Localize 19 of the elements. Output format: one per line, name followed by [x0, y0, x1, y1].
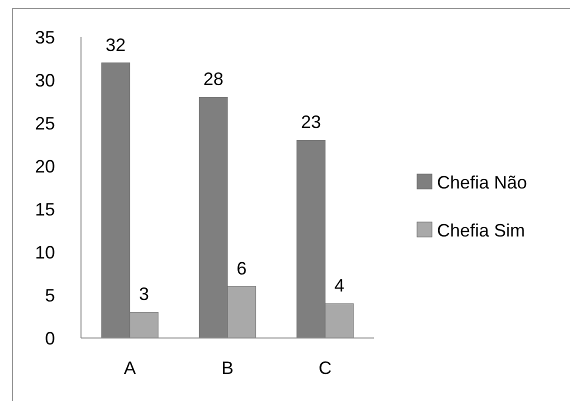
y-tick-label: 5 [44, 285, 55, 306]
data-label: 28 [203, 69, 224, 90]
y-tick-label: 35 [34, 27, 55, 48]
x-tick-label: B [221, 358, 234, 378]
x-tick-label: C [318, 358, 332, 378]
legend-label: Chefia Sim [437, 220, 526, 240]
data-label: 23 [300, 112, 322, 132]
data-label: 6 [236, 258, 247, 278]
data-label: 32 [106, 34, 126, 55]
x-tick-label: A [124, 358, 136, 378]
data-label: 3 [138, 284, 150, 304]
y-tick-label: 25 [34, 113, 55, 134]
y-tick-label: 20 [34, 156, 55, 176]
legend-label: Chefia Não [437, 172, 528, 192]
y-tick-label: 10 [34, 242, 55, 262]
y-tick-label: 30 [34, 70, 55, 90]
data-label: 4 [334, 276, 344, 296]
y-tick-label: 0 [44, 328, 55, 348]
y-tick-label: 15 [34, 199, 55, 220]
